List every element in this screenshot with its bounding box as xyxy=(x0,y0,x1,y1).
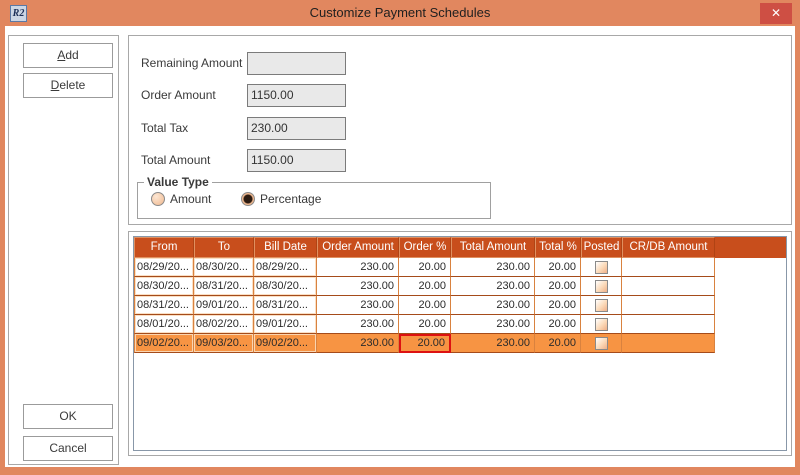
cancel-button[interactable]: Cancel xyxy=(23,436,113,461)
col-header-to[interactable]: To xyxy=(194,237,254,258)
col-header-bill-date[interactable]: Bill Date xyxy=(254,237,317,258)
radio-amount[interactable]: Amount xyxy=(151,192,211,207)
schedule-panel: From To Bill Date Order Amount Order % T… xyxy=(128,231,792,456)
posted-checkbox[interactable] xyxy=(594,279,608,293)
table-row-selected[interactable]: 09/02/20... 09/03/20... 09/02/20... 230.… xyxy=(134,334,786,353)
table-row[interactable]: 08/01/20... 08/02/20... 09/01/20... 230.… xyxy=(134,315,786,334)
col-header-posted[interactable]: Posted xyxy=(581,237,622,258)
radio-percentage[interactable]: Percentage xyxy=(241,192,321,207)
button-panel: Add Delete OK Cancel xyxy=(8,35,119,465)
summary-panel: Remaining Amount Order Amount 1150.00 To… xyxy=(128,35,792,225)
radio-amount-icon[interactable] xyxy=(151,192,165,206)
col-header-order-amount[interactable]: Order Amount xyxy=(317,237,399,258)
remaining-amount-field xyxy=(247,52,346,75)
ok-button[interactable]: OK xyxy=(23,404,113,429)
col-header-total-pct[interactable]: Total % xyxy=(535,237,581,258)
header-filler xyxy=(715,237,786,258)
col-header-from[interactable]: From xyxy=(134,237,194,258)
total-amount-field: 1150.00 xyxy=(247,149,346,172)
total-tax-field: 230.00 xyxy=(247,117,346,140)
posted-checkbox[interactable] xyxy=(594,317,608,331)
total-amount-label: Total Amount xyxy=(141,153,211,167)
table-header-row: From To Bill Date Order Amount Order % T… xyxy=(134,237,786,258)
posted-checkbox[interactable] xyxy=(594,336,608,350)
remaining-amount-label: Remaining Amount xyxy=(141,56,243,70)
total-tax-label: Total Tax xyxy=(141,121,189,135)
close-icon[interactable]: ✕ xyxy=(760,3,792,24)
value-type-legend: Value Type xyxy=(144,175,212,189)
value-type-group: Value Type Amount Percentage xyxy=(137,175,491,219)
posted-checkbox[interactable] xyxy=(594,298,608,312)
order-amount-label: Order Amount xyxy=(141,88,216,102)
col-header-order-pct[interactable]: Order % xyxy=(399,237,451,258)
selected-cell[interactable]: 20.00 xyxy=(399,334,451,353)
app-icon: R2 xyxy=(10,5,27,22)
delete-button[interactable]: Delete xyxy=(23,73,113,98)
order-amount-field: 1150.00 xyxy=(247,84,346,107)
radio-percentage-icon[interactable] xyxy=(241,192,255,206)
page-title: Customize Payment Schedules xyxy=(309,5,491,20)
posted-checkbox[interactable] xyxy=(594,260,608,274)
col-header-total-amount[interactable]: Total Amount xyxy=(451,237,535,258)
table-row[interactable]: 08/29/20... 08/30/20... 08/29/20... 230.… xyxy=(134,258,786,277)
table-row[interactable]: 08/30/20... 08/31/20... 08/30/20... 230.… xyxy=(134,277,786,296)
dialog-body: Add Delete OK Cancel Remaining Amount Or… xyxy=(5,26,795,467)
add-button[interactable]: Add xyxy=(23,43,113,68)
col-header-crdb-amount[interactable]: CR/DB Amount xyxy=(622,237,715,258)
titlebar[interactable]: R2 Customize Payment Schedules ✕ xyxy=(0,0,800,26)
table-row[interactable]: 08/31/20... 09/01/20... 08/31/20... 230.… xyxy=(134,296,786,315)
payment-schedule-table: From To Bill Date Order Amount Order % T… xyxy=(133,236,787,451)
